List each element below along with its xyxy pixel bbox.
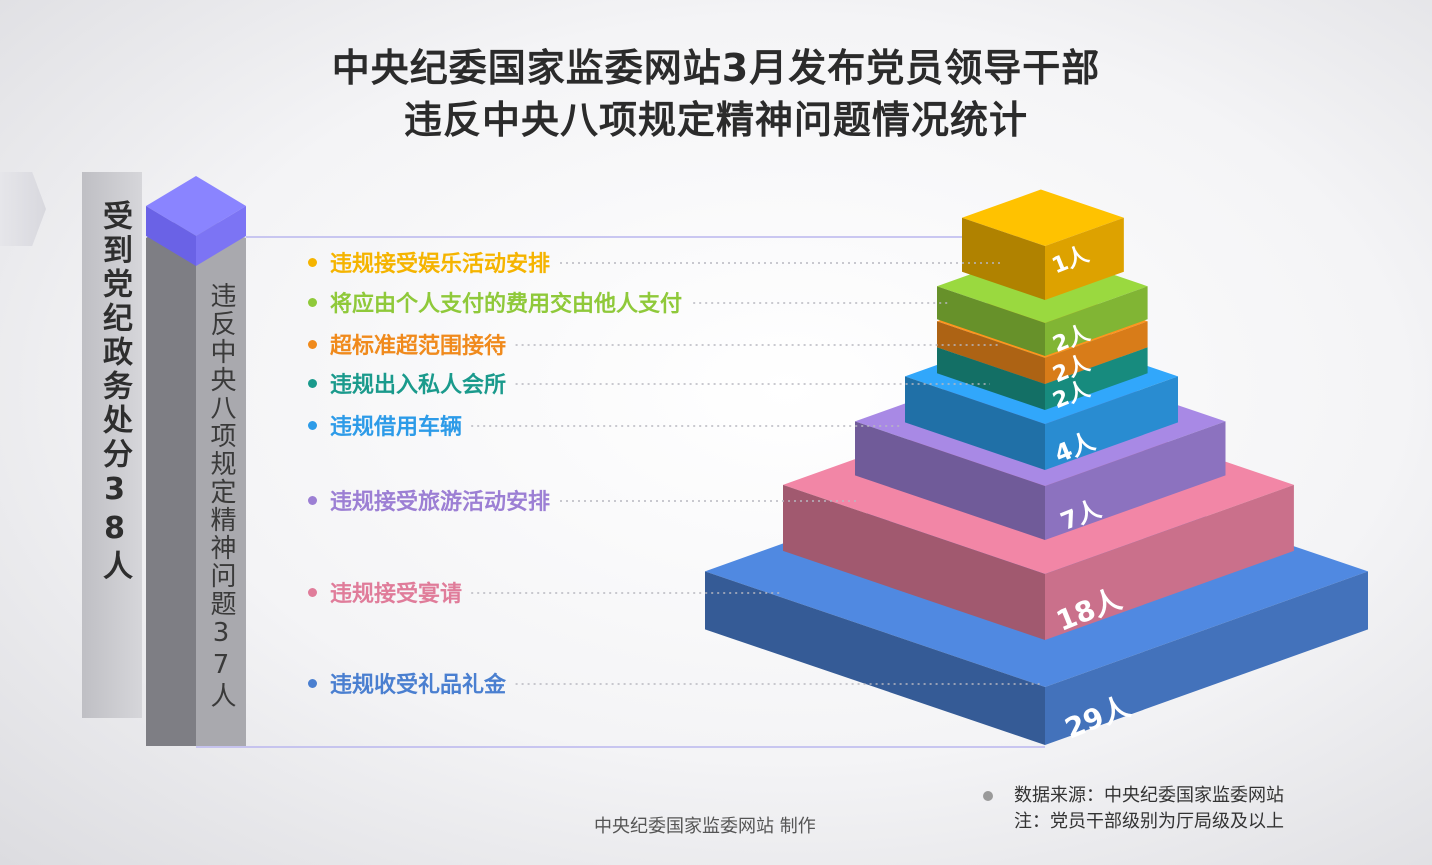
category-label: 违规收受礼品礼金 bbox=[330, 673, 507, 698]
tier-left-face bbox=[937, 286, 1045, 356]
tier-top-face bbox=[962, 189, 1124, 246]
tier-right-face bbox=[1045, 321, 1148, 384]
total-violations-label: 违反中央八项规定精神问题37人 bbox=[206, 282, 236, 710]
column-cap-left bbox=[146, 206, 196, 266]
category-item: 违规接受娱乐活动安排 bbox=[308, 247, 550, 277]
tier-left-face bbox=[705, 571, 1045, 745]
source-block: 数据来源：中央纪委国家监委网站 注：党员干部级别为厅局级及以上 bbox=[1014, 783, 1284, 835]
column-cap-right bbox=[196, 206, 246, 266]
tier-right-face bbox=[1045, 347, 1148, 410]
category-label: 超标准超范围接待 bbox=[330, 334, 507, 359]
category-item: 将应由个人支付的费用交由他人支付 bbox=[308, 287, 682, 317]
category-bullet-icon bbox=[308, 297, 317, 307]
tier-right-face bbox=[1045, 217, 1124, 300]
source-text: 数据来源：中央纪委国家监委网站 bbox=[1014, 785, 1284, 806]
category-label: 违规借用车辆 bbox=[330, 415, 463, 440]
category-bullet-icon bbox=[308, 378, 317, 388]
category-item: 违规接受宴请 bbox=[308, 577, 462, 607]
tier-left-face bbox=[905, 376, 1045, 470]
tier-right-face bbox=[1045, 286, 1148, 356]
category-label: 违规接受娱乐活动安排 bbox=[330, 252, 551, 277]
tier-right-face bbox=[1045, 376, 1178, 470]
tier-right-face bbox=[1045, 571, 1368, 745]
category-item: 违规出入私人会所 bbox=[308, 368, 506, 398]
chart-title: 中央纪委国家监委网站3月发布党员领导干部 违反中央八项规定精神问题情况统计 bbox=[0, 42, 1432, 146]
note-text: 注：党员干部级别为厅局级及以上 bbox=[1014, 811, 1284, 832]
category-bullet-icon bbox=[308, 420, 317, 430]
category-item: 违规接受旅游活动安排 bbox=[308, 485, 550, 515]
total-panel bbox=[82, 172, 142, 718]
title-line-2: 违反中央八项规定精神问题情况统计 bbox=[403, 98, 1028, 142]
tier-left-face bbox=[855, 421, 1045, 540]
category-bullet-icon bbox=[308, 339, 317, 349]
column-front-face bbox=[146, 210, 196, 746]
total-punished-label: 受到党纪政务处分38人 bbox=[97, 200, 132, 584]
column-side bbox=[196, 238, 246, 746]
category-item: 违规借用车辆 bbox=[308, 410, 462, 440]
tier-left-face bbox=[937, 321, 1045, 384]
category-label: 将应由个人支付的费用交由他人支付 bbox=[330, 292, 683, 317]
maker-credit: 中央纪委国家监委网站 制作 bbox=[594, 816, 816, 837]
source-bullet bbox=[983, 791, 993, 801]
tier-left-face bbox=[783, 484, 1045, 640]
category-label: 违规接受旅游活动安排 bbox=[330, 490, 551, 515]
category-label: 违规出入私人会所 bbox=[330, 373, 507, 398]
category-item: 违规收受礼品礼金 bbox=[308, 668, 506, 698]
category-bullet-icon bbox=[308, 495, 317, 505]
leader-lines bbox=[471, 262, 1040, 685]
category-bullet-icon bbox=[308, 257, 317, 267]
title-line-1: 中央纪委国家监委网站3月发布党员领导干部 bbox=[331, 46, 1101, 90]
pyramid-tier: 1人 bbox=[962, 189, 1124, 300]
category-item: 超标准超范围接待 bbox=[308, 329, 506, 359]
tier-right-face bbox=[1045, 484, 1294, 640]
tier-left-face bbox=[937, 347, 1045, 410]
category-bullet-icon bbox=[308, 587, 317, 597]
category-label: 违规接受宴请 bbox=[330, 582, 463, 607]
category-bullet-icon bbox=[308, 678, 317, 688]
tier-left-face bbox=[962, 217, 1045, 300]
tier-right-face bbox=[1045, 421, 1226, 540]
